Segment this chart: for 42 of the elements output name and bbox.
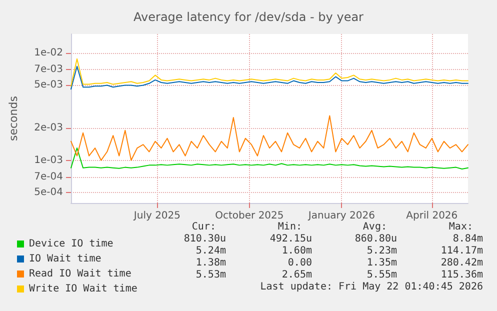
text: 492.15u — [270, 234, 312, 244]
text: Avg: — [362, 222, 387, 232]
line-series — [70, 58, 468, 87]
text: 2.65m — [282, 270, 312, 280]
x-tick-label: October 2025 — [215, 210, 284, 222]
text: 5.23m — [366, 246, 397, 256]
x-tick-label: January 2026 — [307, 210, 375, 222]
y-tick-label: 1e-02 — [34, 47, 63, 58]
legend-label: IO Wait time — [29, 254, 102, 264]
text: 115.36m — [440, 270, 483, 280]
line-series — [70, 148, 468, 170]
text: 1.60m — [282, 246, 312, 256]
legend-label: Device IO time — [29, 238, 114, 250]
text: 1.35m — [366, 258, 397, 268]
text: Max: — [448, 222, 473, 232]
text: 5.53m — [196, 270, 226, 280]
text: 810.30u — [184, 234, 226, 244]
text: 0.00 — [288, 258, 312, 268]
text: 5.55m — [366, 270, 397, 280]
y-axis-title: seconds — [7, 96, 20, 141]
y-tick-label: 1e-03 — [34, 154, 63, 166]
text: 8.84m — [452, 234, 483, 244]
chart-title: Average latency for /dev/sda - by year — [134, 10, 364, 24]
x-tick-label: July 2025 — [132, 210, 181, 222]
y-tick-label: 2e-03 — [34, 122, 63, 134]
y-tick-label: 7e-03 — [34, 64, 63, 76]
legend-label: Write IO Wait time — [29, 284, 138, 294]
y-tick-label: 7e-04 — [34, 171, 63, 182]
y-tick-label: 5e-04 — [34, 187, 63, 198]
y-tick-label: 5e-03 — [34, 80, 63, 91]
text: 114.17m — [440, 246, 483, 256]
line-series — [70, 66, 468, 90]
x-tick-label: April 2026 — [406, 210, 458, 222]
line-series — [70, 115, 468, 161]
text: Min: — [278, 222, 302, 232]
text: Last update: Fri May 22 01:40:45 2026 — [260, 282, 483, 292]
text: 1.38m — [196, 258, 226, 268]
text: 5.24m — [196, 246, 226, 256]
text: Cur: — [192, 222, 216, 232]
text: 860.80u — [354, 234, 397, 244]
legend-label: Read IO Wait time — [29, 268, 132, 280]
text: 280.42m — [440, 258, 483, 268]
